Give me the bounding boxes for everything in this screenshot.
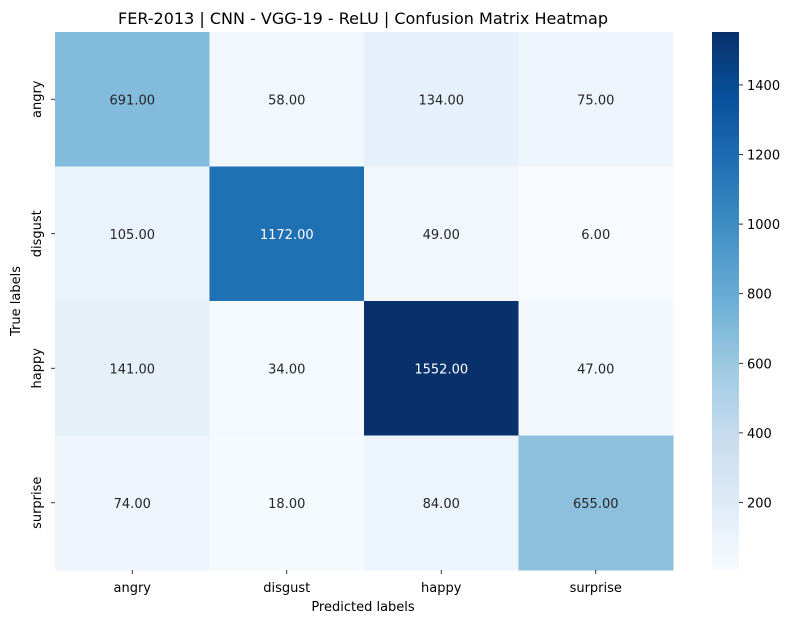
colorbar-tick-label: 1400 [747, 79, 780, 94]
cell-value-label: 6.00 [581, 228, 610, 243]
colorbar-tick-label: 800 [747, 288, 772, 303]
x-axis-label: Predicted labels [311, 600, 415, 615]
y-axis-label: True labels [9, 266, 24, 337]
heatmap-cell [518, 301, 674, 436]
cell-value-label: 691.00 [110, 93, 156, 108]
y-tick-label: disgust [30, 210, 45, 257]
heatmap-cell [209, 435, 365, 571]
cell-value-label: 34.00 [268, 362, 305, 377]
cell-value-label: 1552.00 [414, 362, 468, 377]
cell-value-label: 75.00 [577, 93, 614, 108]
heatmap-cell [55, 166, 210, 302]
heatmap-cell [364, 301, 519, 436]
y-tick-label: angry [30, 80, 45, 118]
heatmap-cell [209, 32, 365, 167]
cell-value-label: 1172.00 [260, 228, 314, 243]
x-axis: angry disgust happy surprise [114, 570, 622, 596]
colorbar-tick-label: 400 [747, 427, 772, 442]
cell-value-label: 134.00 [419, 93, 465, 108]
cell-value-label: 58.00 [268, 93, 305, 108]
cell-value-label: 84.00 [423, 497, 460, 512]
cell-value-label: 74.00 [114, 497, 151, 512]
heatmap-cell [55, 435, 210, 571]
colorbar-tick-label: 200 [747, 496, 772, 511]
x-tick-label: disgust [263, 581, 310, 596]
heatmap-cell [364, 435, 519, 571]
heatmap-cell [209, 166, 365, 302]
heatmap-cell [518, 435, 674, 571]
cell-value-label: 18.00 [268, 497, 305, 512]
cell-value-label: 141.00 [110, 362, 156, 377]
x-tick-label: happy [421, 581, 462, 596]
heatmap-cell [364, 32, 519, 167]
heatmap-cell [209, 301, 365, 436]
y-axis: angry disgust happy surprise [30, 80, 55, 529]
colorbar-tick-label: 1200 [747, 148, 780, 163]
colorbar-tick-label: 1000 [747, 218, 780, 233]
colorbar-tick-label: 600 [747, 357, 772, 372]
x-tick-label: surprise [570, 581, 622, 596]
cell-value-label: 655.00 [573, 497, 619, 512]
y-tick-label: surprise [30, 477, 45, 529]
heatmap-cell [364, 166, 519, 302]
heatmap-cell [518, 166, 674, 302]
cell-value-label: 47.00 [577, 362, 614, 377]
heatmap-cell [518, 32, 674, 167]
heatmap-cells: 691.00 58.00 134.00 75.00 105.00 1172.00 49.00… [55, 32, 674, 571]
cell-value-label: 49.00 [423, 228, 460, 243]
chart-title: FER-2013 | CNN - VGG-19 - ReLU | Confusi… [118, 9, 608, 28]
cell-value-label: 105.00 [110, 228, 156, 243]
heatmap-cell [55, 301, 210, 436]
colorbar: 200 400 600 800 1000 1200 1400 [712, 32, 780, 570]
y-tick-label: happy [30, 348, 45, 389]
x-tick-label: angry [114, 581, 152, 596]
heatmap-cell [55, 32, 210, 167]
colorbar-gradient [712, 32, 739, 570]
